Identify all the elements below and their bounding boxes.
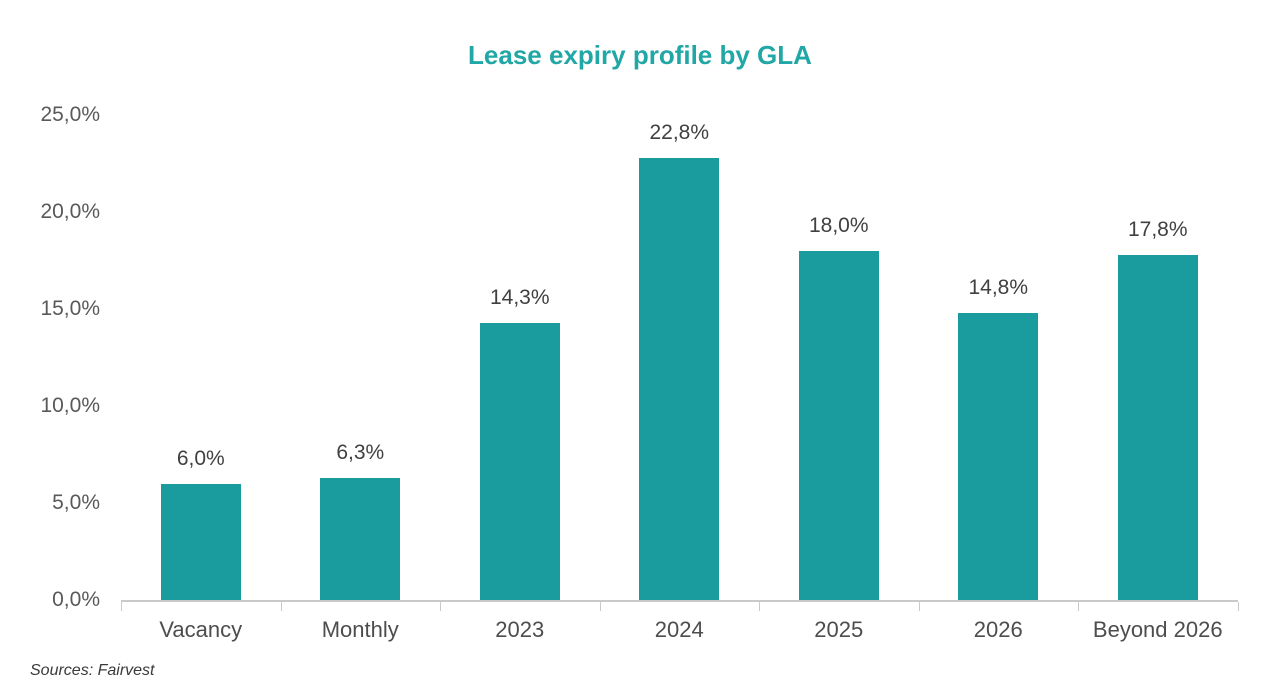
x-axis-label: 2025	[814, 617, 864, 642]
bar-value-label: 17,8%	[1127, 217, 1188, 241]
bar-value-label: 14,8%	[968, 275, 1029, 299]
y-axis-label: 20,0%	[40, 200, 100, 223]
bar-value-label: 18,0%	[808, 213, 869, 237]
y-axis-label: 25,0%	[40, 103, 100, 126]
y-axis-label: 15,0%	[40, 297, 100, 320]
bar-2023	[479, 322, 560, 600]
x-axis-tick	[1237, 602, 1239, 611]
x-axis-label: Beyond 2026	[1092, 617, 1223, 642]
x-axis-tick	[121, 602, 122, 611]
x-axis-label: 2026	[973, 617, 1023, 642]
x-axis-tick	[440, 602, 441, 611]
chart-title: Lease expiry profile by GLA	[468, 40, 812, 70]
bar-value-label: 6,3%	[336, 440, 385, 464]
x-axis-tick	[759, 602, 760, 611]
bar-2025	[798, 250, 879, 600]
bar-vacancy	[160, 483, 241, 600]
x-axis-label: Monthly	[321, 617, 399, 642]
x-axis-tick	[280, 602, 282, 611]
source-note: Sources: Fairvest	[30, 662, 155, 679]
y-axis-label: 10,0%	[40, 394, 100, 417]
x-axis-tick	[918, 602, 920, 611]
x-axis-line	[121, 600, 1238, 602]
bar-value-label: 22,8%	[649, 120, 710, 144]
bar-value-label: 14,3%	[489, 285, 550, 309]
x-axis-label: Vacancy	[159, 617, 243, 642]
y-axis-label: 5,0%	[52, 491, 100, 514]
bar-value-label: 6,0%	[176, 446, 225, 470]
bar-monthly	[320, 477, 401, 600]
y-axis-label: 0,0%	[52, 588, 100, 611]
x-axis-tick	[1078, 602, 1079, 611]
bar-2026	[958, 312, 1039, 600]
bar-2024	[639, 157, 720, 600]
x-axis-label: 2023	[495, 617, 545, 642]
bar-beyond-2026	[1117, 254, 1198, 600]
x-axis-label: 2024	[654, 617, 704, 642]
x-axis-tick	[599, 602, 601, 611]
